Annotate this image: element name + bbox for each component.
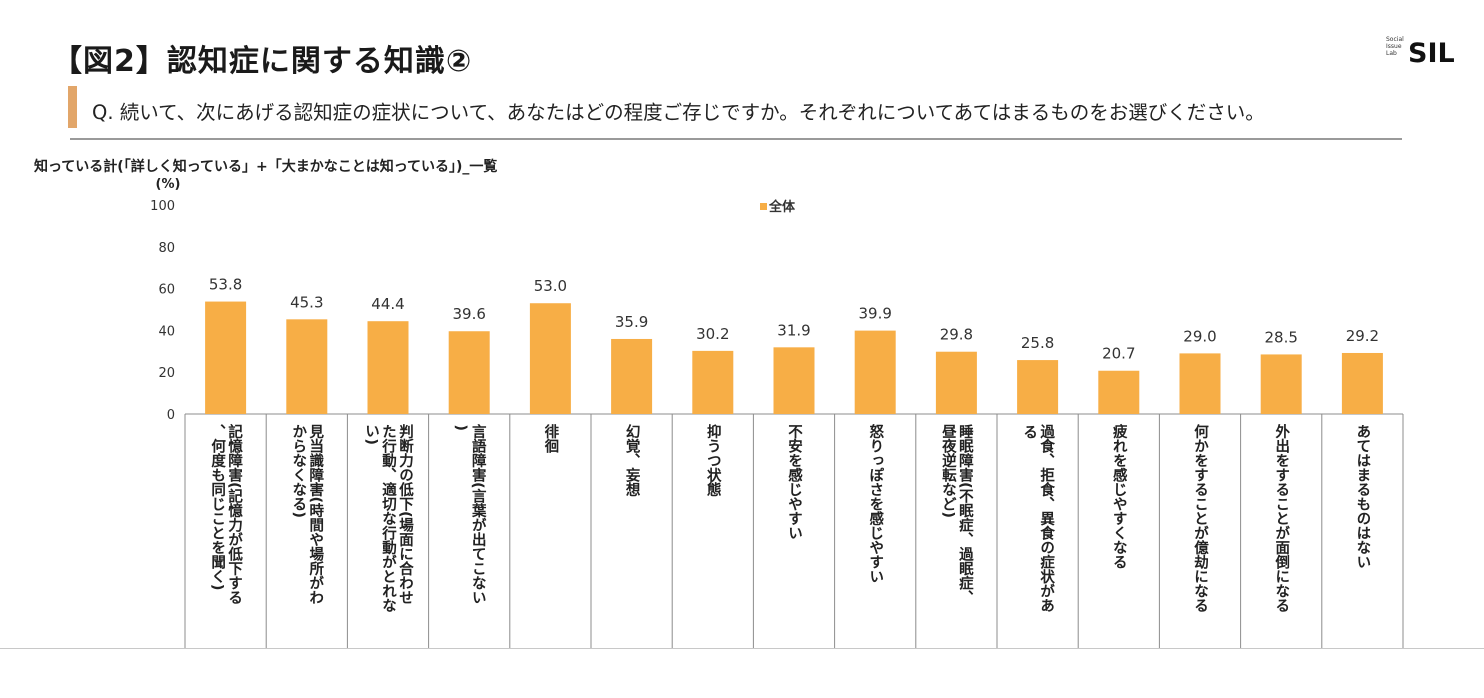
category-label: 記憶障害(記憶力が低下する、何度も同じことを聞く)	[209, 423, 243, 605]
data-label: 53.0	[534, 277, 567, 295]
bar	[1017, 360, 1059, 414]
data-label: 44.4	[371, 295, 404, 313]
y-tick-label: 80	[158, 241, 175, 256]
category-label: 外出をすることが面倒になる	[1273, 423, 1290, 613]
data-label: 20.7	[1102, 345, 1135, 363]
y-tick-label: 20	[158, 366, 175, 381]
category-label: 幻覚、妄想	[624, 423, 641, 497]
y-tick-label: 0	[167, 408, 175, 423]
bar	[611, 338, 653, 414]
data-label: 45.3	[290, 293, 323, 311]
category-label: あてはまるものはない	[1354, 424, 1370, 569]
category-label: 何かをすることが億劫になる	[1192, 423, 1208, 613]
data-label: 29.0	[1183, 327, 1216, 345]
logo-text: SIL	[1408, 38, 1455, 69]
category-label: 判断力の低下(場面に合わせた行動、適切な行動がとれない)	[363, 423, 414, 613]
question-text: Q. 続いて、次にあげる認知症の症状について、あなたはどの程度ご存じですか。それ…	[92, 101, 1265, 124]
data-label: 25.8	[1021, 334, 1054, 352]
bar	[773, 347, 815, 414]
sil-logo: Social Issue Lab SIL	[1386, 36, 1466, 70]
y-tick-label: 60	[158, 283, 175, 298]
logo-small-line-3: Lab	[1386, 50, 1397, 57]
y-axis-unit-label: (%)	[156, 177, 181, 192]
category-label: 過食、拒食、異食の症状がある	[1021, 424, 1055, 613]
category-label: 言語障害(言葉が出てこない)	[453, 423, 487, 605]
bar	[367, 321, 409, 414]
data-label: 29.8	[940, 326, 973, 344]
data-label: 39.9	[858, 305, 891, 323]
page-title: 【図2】認知症に関する知識②	[52, 44, 473, 79]
data-label: 28.5	[1264, 328, 1297, 346]
bar	[448, 331, 490, 414]
bar	[1098, 370, 1140, 414]
category-label: 疲れを感じやすくなる	[1111, 423, 1127, 570]
data-label: 29.2	[1346, 327, 1379, 345]
header-divider	[70, 138, 1402, 140]
legend-label: 全体	[768, 199, 796, 215]
bar	[854, 330, 896, 414]
bar	[286, 319, 328, 414]
data-label: 35.9	[615, 313, 648, 331]
logo-small-line-2: Issue	[1386, 43, 1402, 50]
bar	[1260, 354, 1302, 414]
y-tick-label: 40	[158, 324, 175, 339]
data-label: 39.6	[452, 305, 485, 323]
category-label: 見当識障害(時間や場所がわからなくなる)	[290, 424, 324, 605]
category-label: 不安を感じやすい	[786, 424, 802, 540]
data-label: 53.8	[209, 276, 242, 294]
category-label: 睡眠障害(不眠症、過眠症、昼夜逆転など)	[940, 423, 974, 605]
data-label: 30.2	[696, 325, 729, 343]
category-label: 抑うつ状態	[705, 423, 721, 498]
category-label: 徘徊	[542, 423, 558, 455]
data-label: 31.9	[777, 321, 810, 339]
bar	[529, 303, 571, 414]
bar	[205, 301, 247, 414]
chart-subtitle: 知っている計(「詳しく知っている」+「大まかなことは知っている」)_一覧	[34, 159, 498, 175]
bar	[692, 350, 734, 414]
bar	[1341, 352, 1383, 414]
logo-small-line-1: Social	[1386, 36, 1404, 43]
bar	[1179, 353, 1221, 414]
question-accent-bar	[68, 86, 77, 128]
bar	[935, 351, 977, 414]
bottom-divider	[0, 648, 1484, 649]
category-label: 怒りっぽさを感じやすい	[867, 423, 883, 584]
legend-swatch	[760, 203, 767, 210]
y-tick-label: 100	[150, 199, 175, 214]
